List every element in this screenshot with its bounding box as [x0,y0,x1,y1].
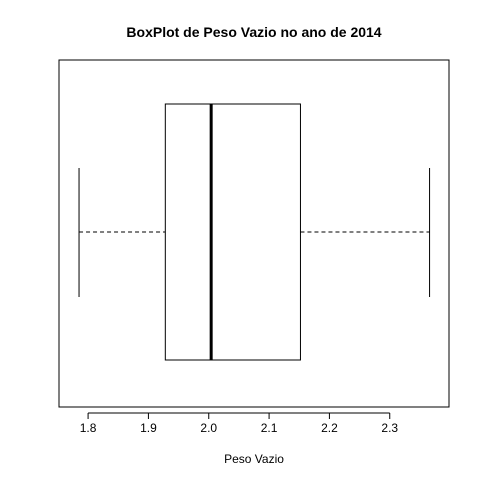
plot-frame [58,59,450,408]
x-tick-label: 2.0 [200,421,217,435]
x-tick-label: 2.3 [381,421,398,435]
x-tick-label: 1.9 [140,421,157,435]
x-axis: 1.8 1.9 2.0 2.1 2.2 2.3 [80,412,398,435]
x-tick-label: 2.1 [261,421,278,435]
x-tick-label: 2.2 [321,421,338,435]
interquartile-box [164,103,301,361]
x-axis-label: Peso Vazio [224,452,284,466]
x-tick-label: 1.8 [80,421,97,435]
boxplot [78,103,431,361]
chart-title: BoxPlot de Peso Vazio no ano de 2014 [126,24,381,40]
